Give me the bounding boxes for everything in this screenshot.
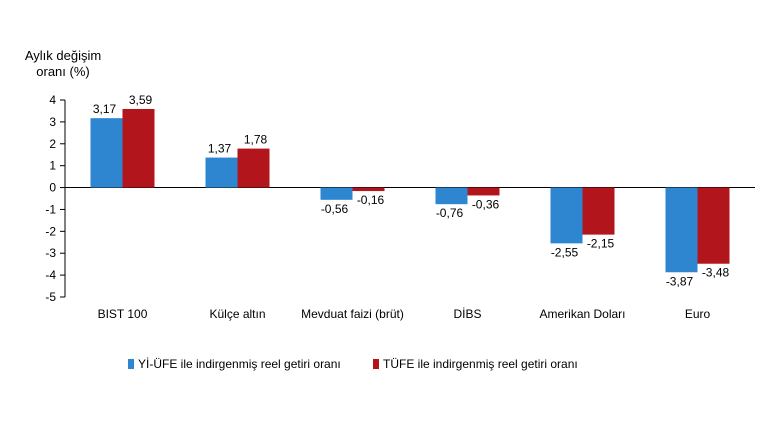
data-label: -2,55 <box>551 245 579 259</box>
y-tick-label: 4 <box>49 93 56 107</box>
bar <box>352 187 385 192</box>
bar <box>205 157 238 188</box>
data-label: 1,78 <box>244 133 268 147</box>
y-axis-label-line2: oranı (%) <box>36 64 90 79</box>
y-tick-label: 3 <box>49 115 56 129</box>
data-label: 1,37 <box>208 142 232 156</box>
data-label: -0,76 <box>436 206 464 220</box>
bar <box>90 118 123 188</box>
legend-label: Yİ-ÜFE ile indirgenmiş reel getiri oranı <box>138 357 341 371</box>
y-axis-label: Aylık değişim oranı (%) <box>18 48 108 80</box>
x-category-label: Amerikan Doları <box>539 307 625 321</box>
y-tick-label: 0 <box>49 181 56 195</box>
legend-swatch <box>373 359 379 369</box>
data-label: -0,36 <box>472 197 500 211</box>
x-category-label: DİBS <box>453 307 481 321</box>
x-category-label: Euro <box>685 307 711 321</box>
legend-swatch <box>128 359 134 369</box>
y-tick-label: -2 <box>45 224 56 238</box>
x-category-label: BIST 100 <box>98 307 148 321</box>
bar <box>582 187 615 235</box>
data-label: -3,87 <box>666 274 694 288</box>
bar <box>665 187 698 273</box>
data-label: 3,59 <box>129 93 153 107</box>
legend-label: TÜFE ile indirgenmiş reel getiri oranı <box>383 357 578 371</box>
y-tick-label: -4 <box>45 268 56 282</box>
bar <box>237 148 270 188</box>
bar <box>122 108 155 188</box>
bar <box>550 187 583 244</box>
data-label: -0,16 <box>357 193 385 207</box>
y-tick-label: 2 <box>49 137 56 151</box>
x-category-label: Mevduat faizi (brüt) <box>301 307 404 321</box>
bar <box>320 187 353 200</box>
bar <box>435 187 468 205</box>
y-tick-label: 1 <box>49 159 56 173</box>
data-label: -0,56 <box>321 202 349 216</box>
y-tick-label: -1 <box>45 202 56 216</box>
bar <box>467 187 500 196</box>
data-label: -2,15 <box>587 237 615 251</box>
y-axis-label-line1: Aylık değişim <box>24 48 102 63</box>
y-tick-label: -3 <box>45 246 56 260</box>
data-label: 3,17 <box>93 102 117 116</box>
data-label: -3,48 <box>702 266 730 280</box>
x-category-label: Külçe altın <box>209 307 265 321</box>
y-tick-label: -5 <box>45 290 56 304</box>
bar <box>697 187 730 264</box>
